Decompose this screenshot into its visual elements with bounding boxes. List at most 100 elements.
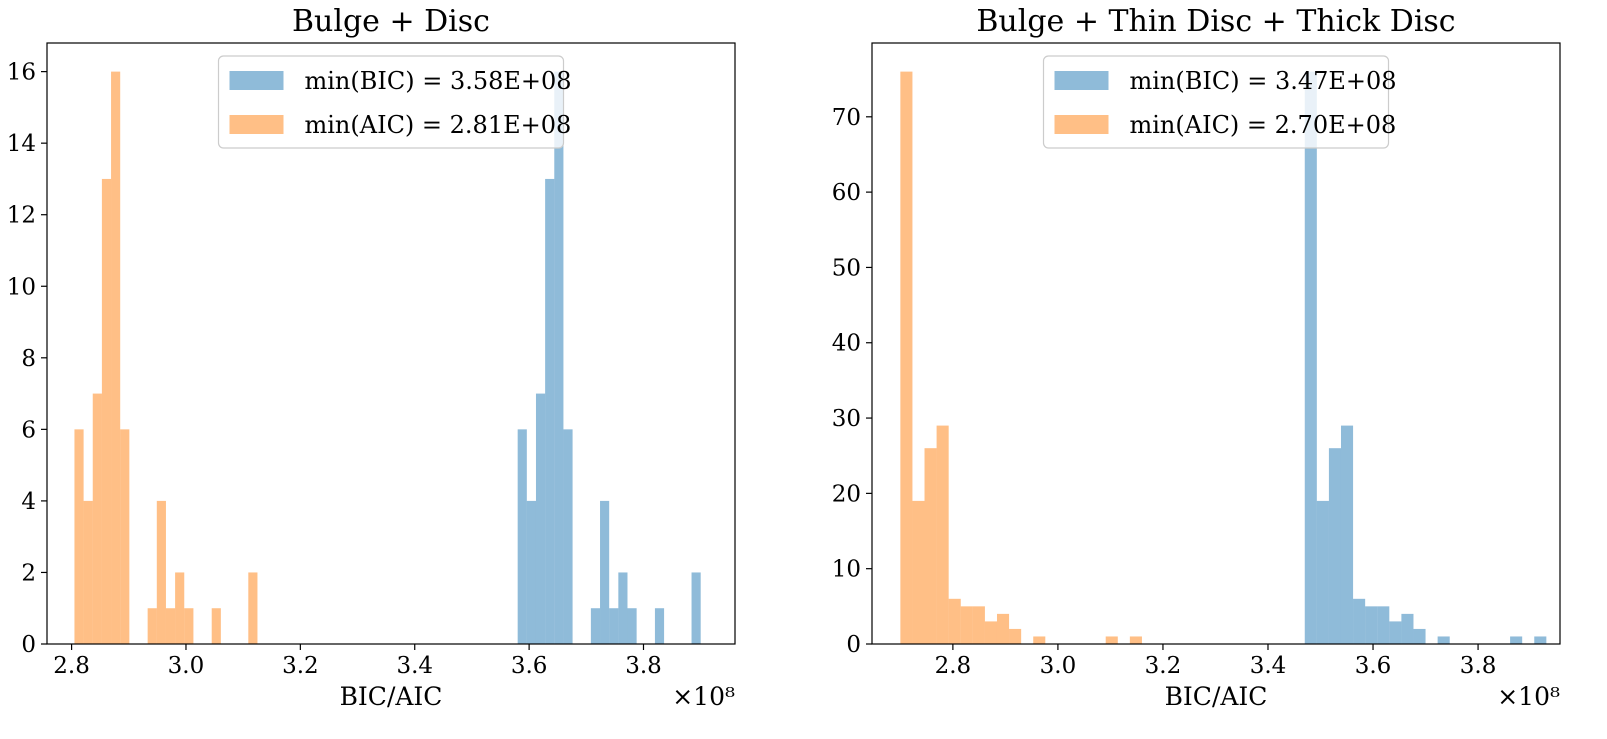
- y-tick-label: 50: [832, 255, 861, 281]
- legend: min(BIC) = 3.47E+08 min(AIC) = 2.70E+08: [1042, 55, 1397, 149]
- histogram-bar: [1033, 636, 1046, 644]
- histogram-bar: [1304, 71, 1317, 645]
- legend-label: min(BIC) = 3.58E+08: [305, 67, 572, 95]
- histogram-bar: [984, 621, 997, 644]
- x-axis-label: BIC/AIC: [340, 682, 443, 711]
- x-scale-offset: ×10⁸: [672, 682, 735, 711]
- histogram-bar: [165, 608, 176, 644]
- histogram-bar: [1377, 606, 1390, 644]
- legend-box: [1042, 55, 1390, 149]
- y-tick-label: 20: [832, 481, 861, 507]
- histogram-bar: [609, 608, 619, 644]
- legend-swatch: [1054, 71, 1109, 90]
- y-tick-label: 10: [7, 274, 36, 300]
- histogram-bar: [1009, 628, 1022, 644]
- histogram-bar: [590, 608, 601, 644]
- histogram-bar: [156, 500, 166, 644]
- y-tick-label: 12: [7, 203, 36, 229]
- histogram-bar: [1328, 448, 1341, 644]
- series-bic: [1304, 71, 1547, 645]
- histogram-bar: [972, 606, 985, 644]
- x-tick-label: 2.8: [53, 653, 90, 679]
- histogram-bar: [526, 500, 536, 644]
- histogram-bar: [1389, 621, 1402, 644]
- histogram-bar: [184, 608, 194, 644]
- y-tick-label: 30: [832, 406, 861, 432]
- histogram-bar: [627, 608, 637, 644]
- y-tick-label: 10: [832, 557, 861, 583]
- x-tick-label: 3.4: [1250, 653, 1287, 679]
- histogram-bar: [175, 572, 185, 644]
- histogram-bar: [554, 71, 564, 645]
- histogram-bar: [936, 425, 949, 644]
- series-aic: [900, 71, 1142, 645]
- y-tick-label: 14: [7, 131, 36, 157]
- y-tick-label: 60: [832, 180, 861, 206]
- legend-label: min(AIC) = 2.70E+08: [1130, 111, 1397, 139]
- histogram-bar: [248, 572, 258, 644]
- x-tick-label: 3.6: [1355, 653, 1392, 679]
- histogram-bar: [535, 393, 546, 644]
- x-axis-label: BIC/AIC: [1165, 682, 1268, 711]
- legend-box: [217, 55, 565, 149]
- y-tick-label: 8: [21, 346, 36, 372]
- x-scale-offset: ×10⁸: [1497, 682, 1560, 711]
- histogram-bar: [1129, 636, 1142, 644]
- y-tick-label: 4: [21, 489, 36, 515]
- histogram-bar: [120, 429, 130, 644]
- x-tick-label: 3.6: [511, 653, 548, 679]
- histogram-bar: [74, 429, 84, 644]
- x-tick-label: 3.2: [282, 653, 319, 679]
- legend: min(BIC) = 3.58E+08 min(AIC) = 2.81E+08: [217, 55, 572, 149]
- legend-swatch: [229, 115, 284, 134]
- histogram-bar: [563, 429, 573, 644]
- chart-title: Bulge + Disc: [292, 4, 490, 39]
- histogram-bar: [1534, 636, 1547, 644]
- legend-swatch: [1054, 115, 1109, 134]
- y-tick-label: 40: [832, 331, 861, 357]
- histogram-bar: [545, 178, 555, 644]
- histogram-bar: [996, 613, 1010, 644]
- legend-label: min(AIC) = 2.81E+08: [305, 111, 572, 139]
- y-tick-label: 16: [7, 60, 36, 86]
- histogram-bar: [147, 608, 157, 644]
- y-tick-label: 6: [21, 417, 36, 443]
- axes-frame: [46, 42, 736, 645]
- y-tick-label: 0: [846, 632, 861, 658]
- series-aic: [74, 71, 258, 645]
- histogram-bar: [211, 608, 221, 644]
- histogram-bar: [111, 71, 121, 645]
- histogram-bar: [600, 500, 610, 644]
- y-tick-label: 0: [21, 632, 36, 658]
- histogram-bar: [900, 71, 913, 645]
- histogram-bar: [1340, 425, 1354, 644]
- histogram-bar: [101, 178, 112, 644]
- chart-bulge-thin-thick-disc: 2.8 3.0 3.2 3.4 3.6 3.8 0 10 20 30 40 50 60 70 Bulge +…: [832, 4, 1561, 711]
- histogram-bar: [83, 500, 93, 644]
- histogram-bar: [1316, 500, 1329, 644]
- histogram-bar: [654, 608, 665, 644]
- histogram-bar: [1510, 636, 1523, 644]
- histogram-bar: [960, 606, 973, 644]
- chart-title: Bulge + Thin Disc + Thick Disc: [976, 4, 1455, 39]
- x-tick-label: 3.4: [396, 653, 433, 679]
- histogram-bar: [1353, 598, 1366, 644]
- series-bic: [517, 71, 701, 645]
- histogram-bar: [948, 598, 961, 644]
- x-tick-label: 3.2: [1145, 653, 1182, 679]
- x-tick-label: 3.8: [1460, 653, 1497, 679]
- y-tick-label: 70: [832, 105, 861, 131]
- histogram-bar: [691, 572, 701, 644]
- histogram-bar: [1105, 636, 1118, 644]
- histogram-bar: [618, 572, 628, 644]
- x-tick-label: 3.0: [168, 653, 205, 679]
- histogram-bar: [1413, 628, 1426, 644]
- histogram-bar: [1365, 606, 1378, 644]
- legend-label: min(BIC) = 3.47E+08: [1130, 67, 1397, 95]
- x-tick-label: 3.8: [625, 653, 662, 679]
- chart-bulge-disc: 2.8 3.0 3.2 3.4 3.6 3.8 0 2 4 6 8 10 12 14 16 Bulge + D…: [7, 4, 736, 711]
- x-tick-label: 3.0: [1040, 653, 1077, 679]
- axes-frame: [871, 42, 1561, 645]
- histogram-bar: [92, 393, 102, 644]
